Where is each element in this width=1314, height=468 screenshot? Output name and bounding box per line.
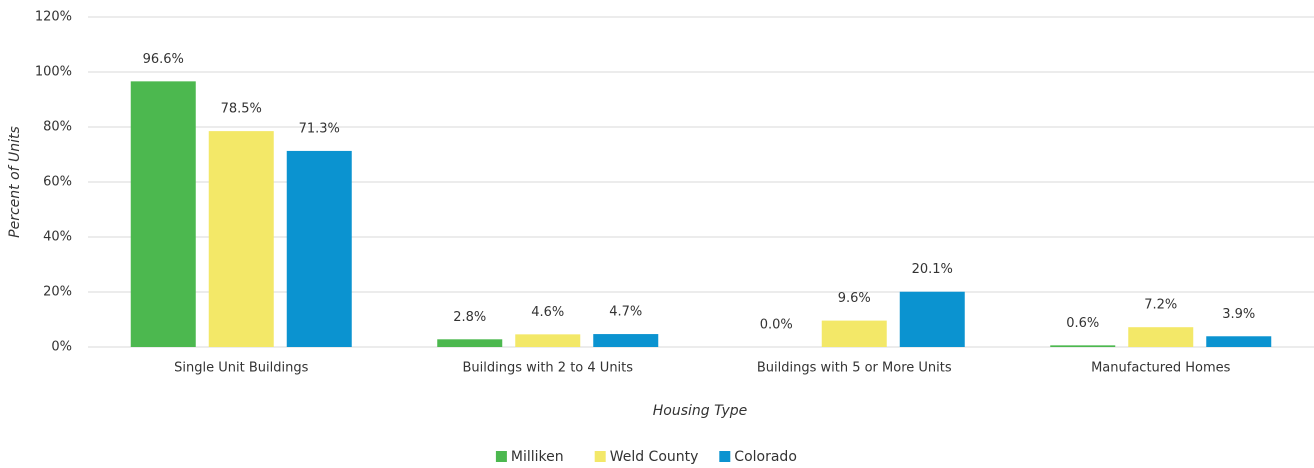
bar [1206, 336, 1272, 347]
bar [1128, 327, 1194, 347]
y-tick-label: 40% [43, 230, 72, 245]
legend-swatch [719, 451, 731, 462]
bar [1050, 345, 1116, 347]
y-tick-label: 80% [43, 120, 72, 135]
legend-label: Weld County [610, 449, 699, 465]
legend-swatch [495, 451, 507, 462]
value-label: 3.9% [1222, 307, 1255, 322]
bar [515, 334, 581, 347]
legend-label: Milliken [511, 449, 564, 465]
x-axis-label: Housing Type [653, 403, 747, 419]
y-tick-label: 100% [35, 65, 72, 80]
legend-swatch [594, 451, 606, 462]
x-tick-label: Manufactured Homes [1091, 361, 1231, 376]
bar [899, 291, 965, 347]
bar [593, 334, 659, 347]
value-label: 71.3% [299, 121, 340, 136]
value-label: 0.0% [760, 318, 793, 333]
bar [821, 320, 887, 347]
value-label: 4.7% [609, 305, 642, 320]
value-label: 0.6% [1066, 316, 1099, 331]
bar [208, 131, 274, 347]
value-label: 4.6% [531, 305, 564, 320]
bar [437, 339, 503, 347]
value-label: 96.6% [143, 52, 184, 67]
value-label: 7.2% [1144, 298, 1177, 313]
y-tick-label: 60% [43, 175, 72, 190]
legend-label: Colorado [734, 449, 797, 465]
value-label: 2.8% [453, 310, 486, 325]
x-tick-label: Single Unit Buildings [174, 361, 308, 376]
x-tick-label: Buildings with 2 to 4 Units [462, 361, 633, 376]
y-tick-label: 0% [51, 340, 72, 355]
x-tick-label: Buildings with 5 or More Units [757, 361, 952, 376]
bar [286, 150, 352, 347]
value-label: 9.6% [838, 291, 871, 306]
value-label: 20.1% [912, 262, 953, 277]
y-tick-label: 120% [35, 10, 72, 25]
value-label: 78.5% [221, 102, 262, 117]
y-tick-label: 20% [43, 285, 72, 300]
bar [130, 81, 196, 347]
y-axis-label: Percent of Units [7, 126, 23, 238]
